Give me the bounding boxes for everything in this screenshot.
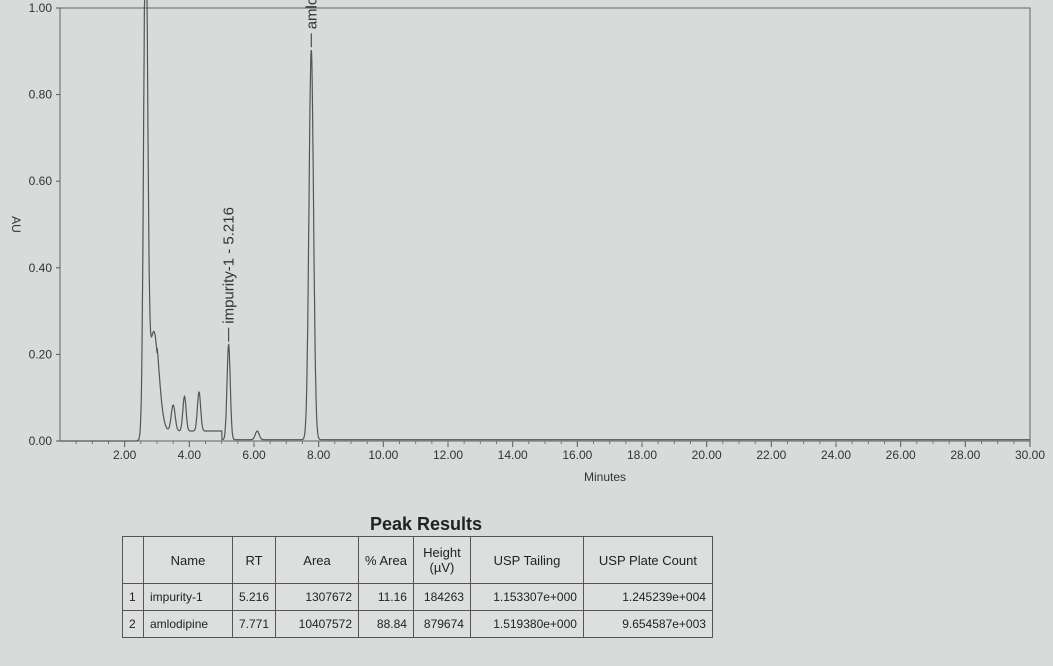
cell: 1 (122, 583, 144, 611)
cell: 879674 (412, 610, 471, 638)
y-tick-label: 0.40 (29, 261, 53, 275)
cell: 10407572 (275, 610, 360, 638)
cell: 1.245239e+004 (582, 583, 713, 611)
x-tick-label: 22.00 (756, 448, 786, 462)
x-tick-label: 30.00 (1015, 448, 1045, 462)
y-tick-label: 0.20 (29, 347, 53, 361)
x-tick-label: 12.00 (433, 448, 463, 462)
peak-annotation: impurity-1 - 5.216 (221, 207, 238, 324)
x-tick-label: 10.00 (368, 448, 398, 462)
x-tick-label: 18.00 (627, 448, 657, 462)
peak-results-table: Name RT Area % Area Height (µV) USP Tail… (122, 536, 713, 638)
plot-frame (59, 7, 1031, 442)
peak-annotation: amlodipine - 7.771 (303, 0, 320, 29)
x-tick-label: 6.00 (242, 448, 266, 462)
cell: 88.84 (358, 610, 414, 638)
peak-results-title: Peak Results (370, 514, 483, 534)
cell: 2 (122, 610, 144, 638)
y-tick-label: 0.80 (29, 88, 53, 102)
col-header: Name (143, 536, 233, 584)
cell: 1307672 (275, 583, 360, 611)
y-axis-label: AU (9, 216, 23, 233)
col-header: Height (µV) (412, 536, 471, 584)
cell: 5.216 (231, 583, 277, 611)
y-tick-label: 0.60 (29, 174, 53, 188)
table-header-row: Name RT Area % Area Height (µV) USP Tail… (122, 536, 713, 584)
chromatogram-chart: 2.00 4.00 6.00 8.00 10.00 12.00 14.00 16.00 18.0… (9, 0, 1045, 484)
x-tick-label: 20.00 (692, 448, 722, 462)
col-header: % Area (358, 536, 414, 584)
x-axis-label: Minutes (584, 470, 626, 484)
cell: amlodipine (143, 610, 233, 638)
x-tick-label: 28.00 (950, 448, 980, 462)
col-header: Area (275, 536, 360, 584)
col-header (122, 536, 144, 584)
table-row: 2 amlodipine 7.771 10407572 88.84 879674… (122, 610, 713, 638)
cell: impurity-1 (143, 583, 233, 611)
x-tick-label: 8.00 (307, 448, 331, 462)
cell: 7.771 (231, 610, 277, 638)
col-header: USP Tailing (469, 536, 584, 584)
table-row: 1 impurity-1 5.216 1307672 11.16 184263 … (122, 583, 713, 611)
cell: 9.654587e+003 (582, 610, 713, 638)
y-tick-label: 0.00 (29, 434, 53, 448)
x-tick-label: 16.00 (562, 448, 592, 462)
x-tick-label: 24.00 (821, 448, 851, 462)
x-tick-label: 4.00 (178, 448, 202, 462)
cell: 1.519380e+000 (469, 610, 584, 638)
x-tick-label: 14.00 (498, 448, 528, 462)
col-header: RT (231, 536, 277, 584)
col-header: USP Plate Count (582, 536, 713, 584)
cell: 184263 (412, 583, 471, 611)
chromatogram-trace (60, 0, 1030, 442)
y-tick-label: 1.00 (29, 1, 53, 15)
x-tick-label: 2.00 (113, 448, 137, 462)
cell: 1.153307e+000 (469, 583, 584, 611)
x-tick-label: 26.00 (886, 448, 916, 462)
cell: 11.16 (358, 583, 414, 611)
